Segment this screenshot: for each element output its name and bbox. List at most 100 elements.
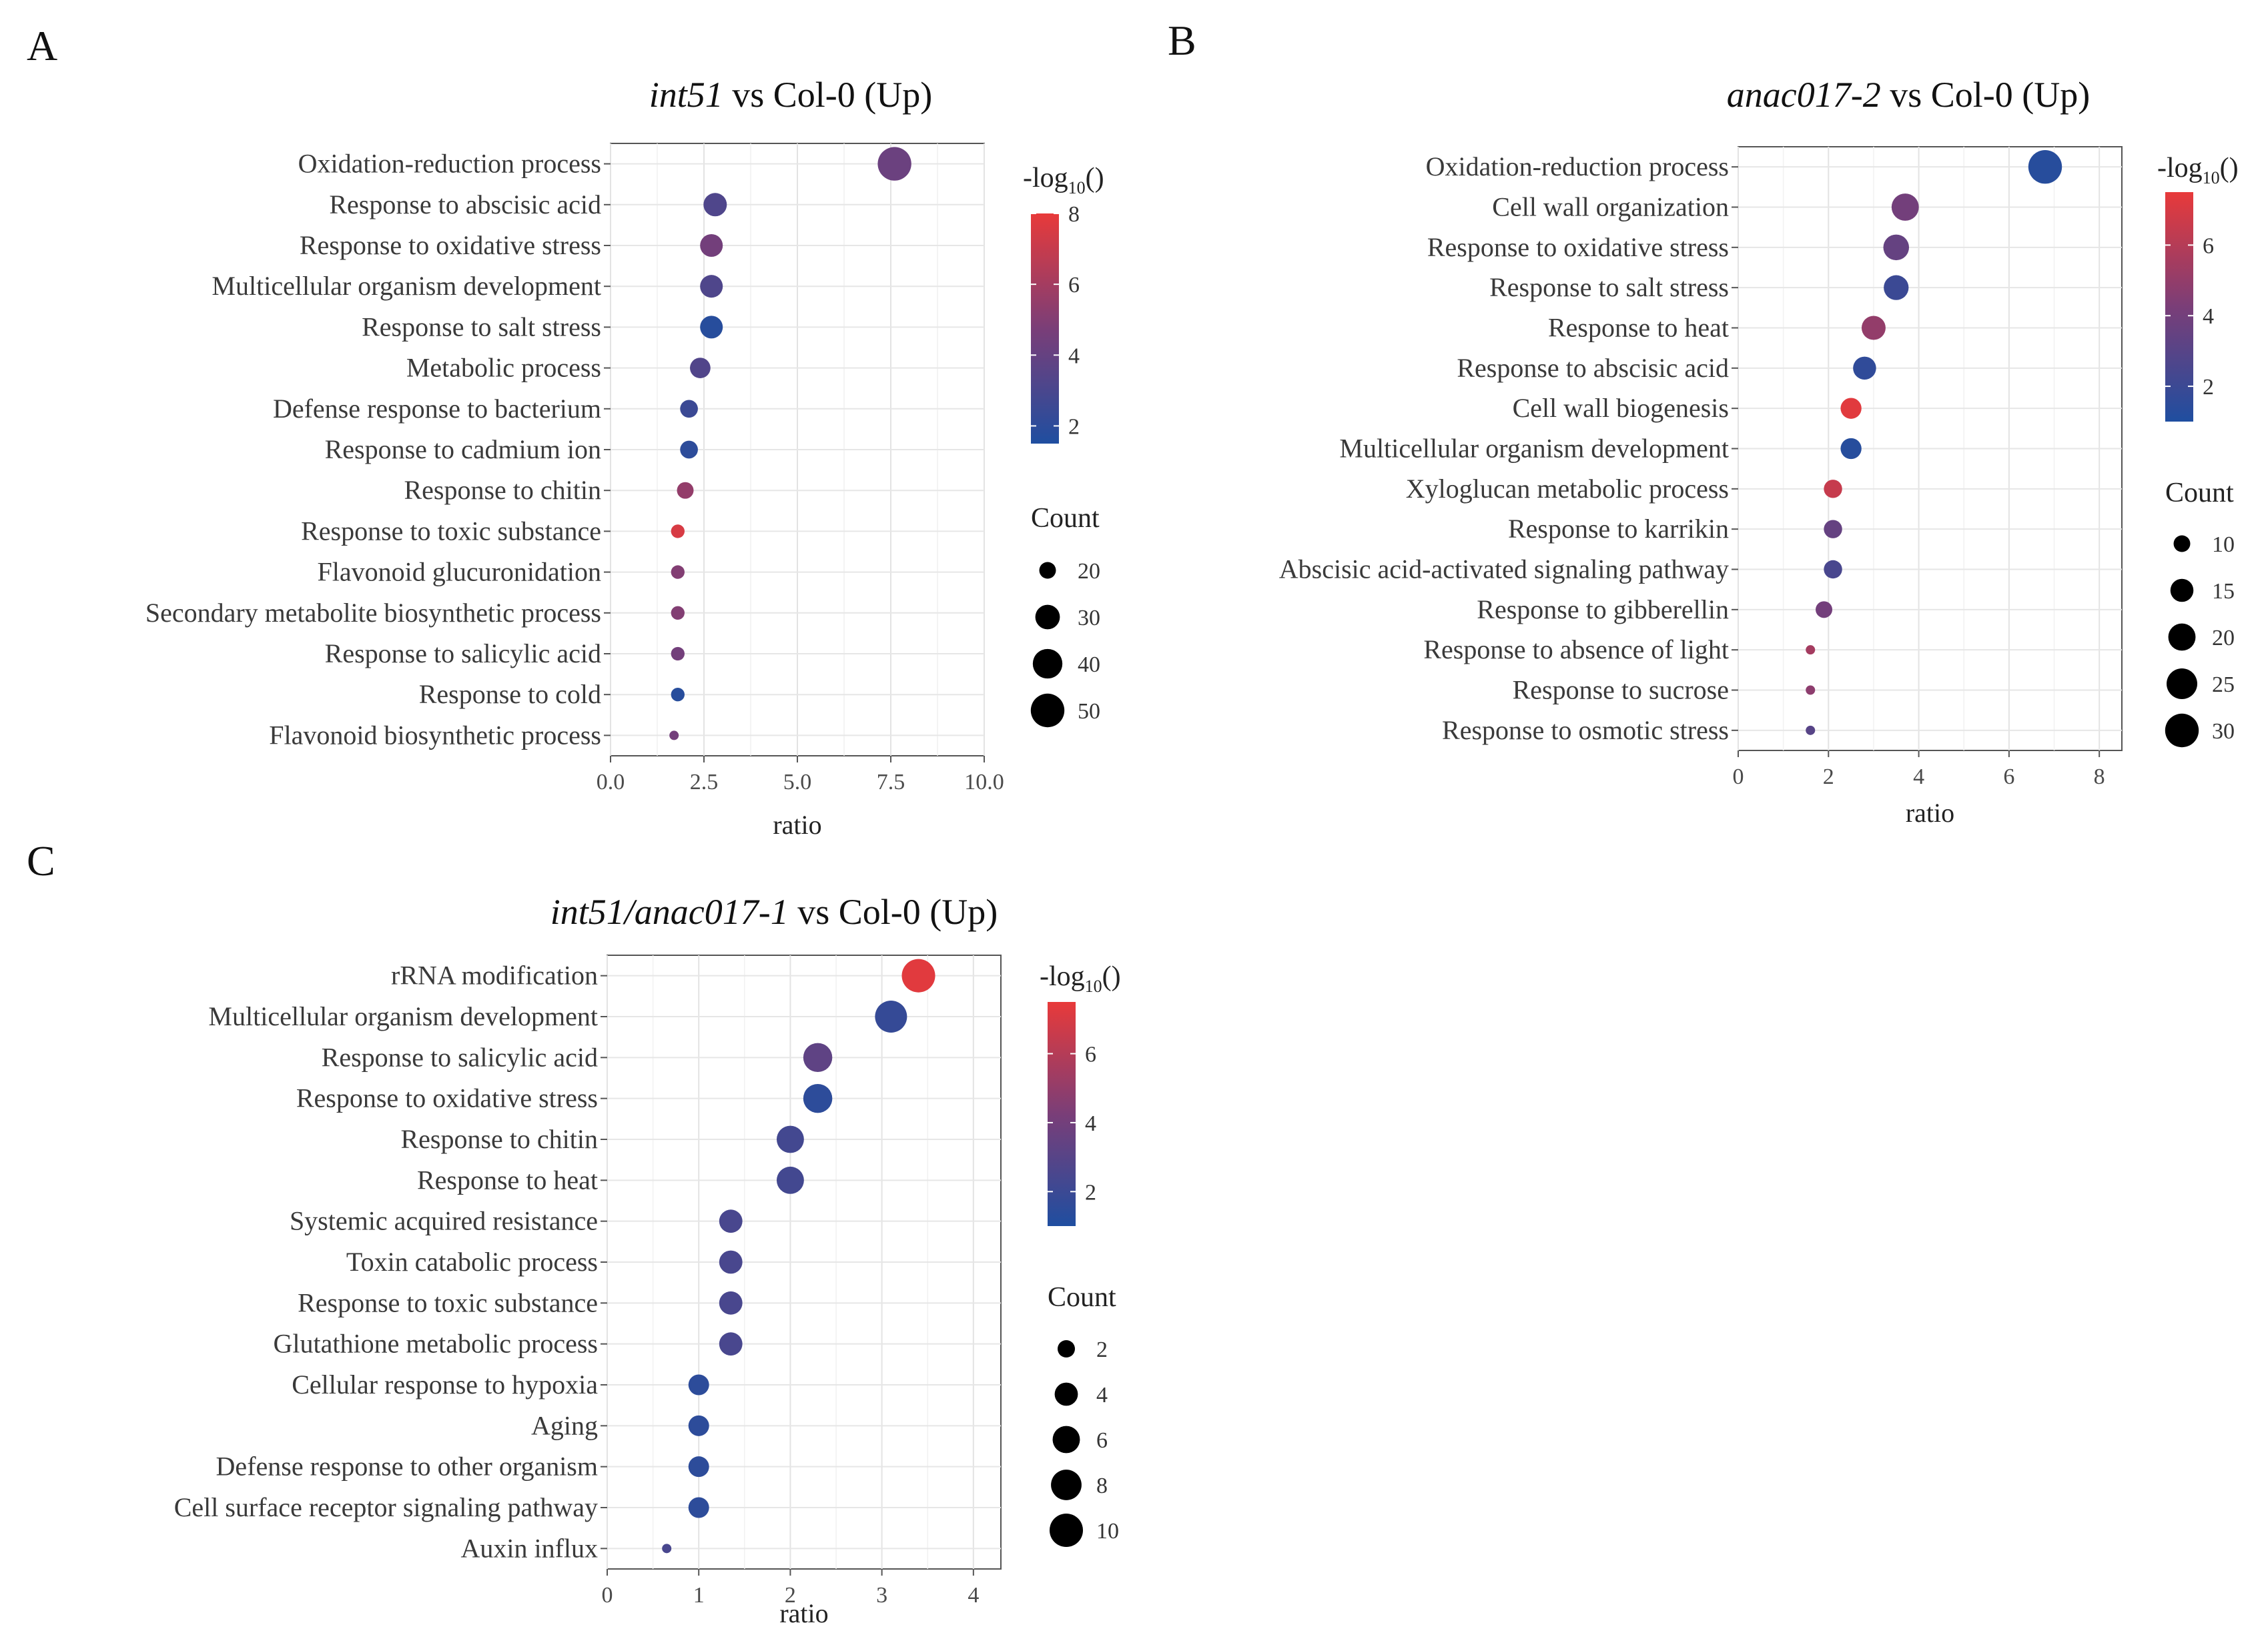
data-point [671, 606, 685, 620]
size-legend-label: 10 [1096, 1519, 1119, 1544]
color-legend-tick: 6 [2203, 233, 2214, 258]
color-legend-tick: 4 [1068, 344, 1080, 368]
color-legend-title-main: -log [1023, 163, 1068, 193]
color-legend-title-main: -log [1040, 961, 1085, 992]
color-legend-title-sub: 10 [2203, 168, 2220, 187]
x-tick-label: 5.0 [783, 770, 812, 794]
size-legend-dot [1057, 1339, 1076, 1358]
panel-letter: A [27, 22, 57, 69]
chart-title: int51/anac017-1 vs Col-0 (Up) [550, 892, 998, 932]
data-point [680, 440, 698, 459]
data-point [680, 400, 698, 418]
panel-letter: C [27, 837, 55, 885]
data-point [1806, 645, 1816, 655]
color-legend-tick: 2 [1085, 1180, 1096, 1205]
data-point [700, 275, 723, 298]
category-label: Response to heat [417, 1165, 598, 1195]
x-tick-label: 0.0 [597, 770, 625, 794]
category-label: Cell surface receptor signaling pathway [174, 1492, 598, 1522]
data-point [803, 1043, 833, 1073]
data-point [671, 688, 685, 702]
category-label: rRNA modification [391, 961, 598, 991]
data-point [671, 565, 685, 579]
color-legend-tick: 8 [1068, 202, 1080, 227]
category-label: Secondary metabolite biosynthetic proces… [145, 598, 601, 628]
category-label: Response to gibberellin [1477, 594, 1729, 624]
x-tick-label: 2.5 [690, 770, 719, 794]
data-point [776, 1125, 804, 1153]
color-legend-title-sub: 10 [1068, 178, 1086, 197]
data-point [901, 959, 935, 993]
size-legend-label: 4 [1096, 1383, 1108, 1408]
category-label: Metabolic process [406, 353, 601, 383]
size-legend-label: 25 [2212, 672, 2235, 697]
x-tick-label: 2 [1823, 764, 1834, 789]
data-point [662, 1544, 672, 1554]
category-label: Response to salicylic acid [322, 1042, 598, 1072]
color-legend-title: -log10() [2157, 153, 2239, 187]
category-label: Multicellular organism development [208, 1001, 598, 1031]
category-label: Response to karrikin [1508, 514, 1729, 544]
data-point [703, 193, 727, 217]
category-label: Response to cadmium ion [325, 434, 601, 464]
category-label: Flavonoid biosynthetic process [269, 720, 601, 750]
chart-title-rest: vs Col-0 (Up) [1881, 75, 2090, 115]
x-axis-label: ratio [1906, 798, 1954, 828]
size-legend-dot [2173, 535, 2191, 552]
size-legend-label: 30 [2212, 719, 2235, 744]
x-tick-label: 4 [1913, 764, 1924, 789]
size-legend-label: 2 [1096, 1337, 1108, 1362]
category-label: Response to absence of light [1423, 634, 1729, 664]
size-legend-dot [1039, 562, 1056, 579]
data-point [688, 1497, 709, 1518]
category-label: Aging [531, 1410, 598, 1440]
chart-title-italic: int51/anac017-1 [550, 892, 789, 932]
data-point [776, 1166, 804, 1194]
chart-title-italic: anac017-2 [1727, 75, 1881, 115]
category-label: Response to sucrose [1513, 675, 1729, 705]
category-label: Response to osmotic stress [1442, 715, 1729, 745]
data-point [1853, 356, 1876, 380]
category-label: Response to toxic substance [298, 1287, 598, 1317]
category-label: Oxidation-reduction process [298, 149, 601, 179]
data-point [677, 482, 694, 499]
color-legend-title-suffix: () [1086, 163, 1104, 193]
size-legend-title: Count [1031, 503, 1100, 534]
category-label: Auxin influx [460, 1533, 598, 1563]
data-point [1840, 398, 1862, 419]
data-point [688, 1374, 709, 1396]
data-point [1861, 316, 1886, 340]
size-legend-label: 30 [1078, 606, 1100, 630]
category-label: Response to oxidative stress [1427, 232, 1729, 262]
size-legend-dot [1049, 1513, 1084, 1548]
data-point [803, 1083, 833, 1113]
data-point [690, 358, 711, 378]
data-point [669, 730, 679, 740]
data-point [1884, 275, 1909, 300]
size-legend-dot [1032, 648, 1063, 679]
color-bar [1048, 1002, 1076, 1226]
x-tick-label: 4 [968, 1583, 979, 1608]
size-legend-dot [1054, 1382, 1078, 1406]
data-point [671, 646, 685, 661]
data-point [877, 147, 911, 181]
data-point [1840, 438, 1862, 460]
category-label: Response to heat [1548, 313, 1729, 343]
category-label: Cell wall organization [1492, 192, 1729, 222]
data-point [1824, 520, 1842, 538]
size-legend-title: Count [1048, 1282, 1116, 1313]
size-legend-dot [1052, 1426, 1080, 1454]
color-legend-tick: 2 [2203, 375, 2214, 400]
category-label: Systemic acquired resistance [290, 1206, 598, 1236]
chart-title-rest: vs Col-0 (Up) [789, 892, 998, 932]
color-legend-title: -log10() [1040, 961, 1121, 996]
data-point [700, 316, 723, 339]
category-label: Glutathione metabolic process [273, 1329, 598, 1359]
size-legend-dot [2168, 623, 2196, 651]
x-tick-label: 3 [876, 1583, 887, 1608]
category-label: Toxin catabolic process [346, 1247, 598, 1277]
data-point [719, 1291, 743, 1315]
size-legend-dot [2167, 668, 2197, 699]
